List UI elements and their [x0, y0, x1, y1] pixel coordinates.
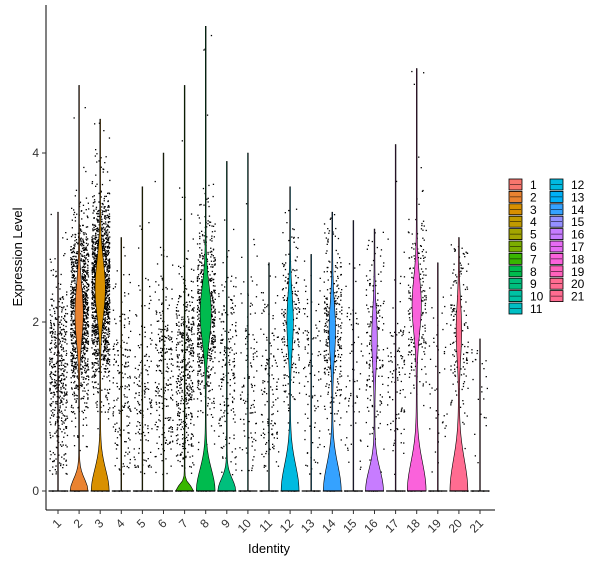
y-tick-label: 2 [32, 315, 39, 329]
x-tick-label: 2 [71, 516, 86, 531]
violin-19 [437, 262, 439, 492]
y-tick-label: 4 [32, 146, 39, 160]
points-1 [49, 213, 69, 492]
legend-item-15: 15 [549, 215, 585, 229]
violin-1 [57, 211, 59, 492]
violins-layer [48, 25, 490, 492]
legend-item-20: 20 [549, 277, 585, 291]
legend-item-5: 5 [508, 228, 537, 242]
legend-item-17: 17 [549, 240, 585, 254]
x-tick-label: 5 [134, 516, 149, 531]
x-tick-label: 6 [155, 516, 170, 531]
x-tick-label: 1 [49, 516, 64, 531]
points-17 [386, 180, 406, 492]
violin-8 [195, 25, 216, 492]
violin-7 [175, 85, 195, 492]
x-tick-label: 16 [361, 516, 381, 536]
x-tick-label: 11 [256, 516, 275, 535]
x-tick-label: 21 [467, 516, 487, 536]
legend-item-3: 3 [508, 203, 537, 217]
x-tick-label: 12 [277, 516, 297, 536]
violin-2 [69, 85, 89, 492]
violin-9 [217, 161, 237, 492]
points-11 [260, 264, 280, 492]
violin-18 [406, 68, 427, 492]
violin-12 [280, 186, 300, 492]
x-tick-label: 19 [425, 516, 445, 536]
legend-item-18: 18 [549, 252, 585, 266]
violin-3 [90, 118, 110, 492]
violin-4 [120, 237, 122, 492]
legend-item-21: 21 [549, 290, 585, 304]
x-tick-label: 4 [113, 516, 128, 531]
violin-20 [449, 237, 469, 492]
x-axis-title: Identity [248, 541, 290, 556]
violin-5 [141, 186, 144, 492]
x-tick-label: 17 [382, 516, 402, 536]
legend-item-14: 14 [549, 203, 585, 217]
legend-item-1: 1 [508, 178, 537, 192]
x-tick-label: 10 [235, 516, 255, 536]
legend-item-2: 2 [508, 190, 537, 204]
legend-item-7: 7 [508, 252, 537, 266]
y-axis-title: Expression Level [10, 207, 25, 306]
legend-item-8: 8 [508, 265, 537, 279]
violin-11 [268, 262, 270, 492]
legend-item-12: 12 [549, 178, 585, 192]
violin-15 [352, 220, 355, 492]
x-tick-label: 18 [403, 516, 423, 536]
legend-item-10: 10 [508, 290, 544, 304]
x-tick-label: 13 [298, 516, 318, 536]
legend-item-11: 11 [508, 302, 543, 316]
x-tick-label: 7 [176, 516, 191, 531]
violin-21 [479, 338, 481, 492]
x-tick-label: 15 [340, 516, 360, 536]
points-5 [133, 222, 153, 492]
points-13 [302, 260, 322, 492]
x-tick-label: 3 [92, 516, 107, 531]
y-tick-label: 0 [32, 484, 39, 498]
points-18 [407, 70, 427, 492]
x-tick-label: 9 [218, 516, 233, 531]
legend-item-16: 16 [549, 228, 585, 242]
legend-item-13: 13 [549, 190, 585, 204]
violin-10 [247, 152, 249, 492]
legend-item-4: 4 [508, 215, 537, 229]
legend-item-6: 6 [508, 240, 537, 254]
violin-17 [394, 144, 397, 492]
x-tick-label: 8 [197, 516, 212, 531]
x-tick-label: 20 [446, 516, 466, 536]
violin-13 [310, 254, 312, 492]
legend-item-19: 19 [549, 265, 585, 279]
violin-14 [323, 211, 342, 492]
legend-item-9: 9 [508, 277, 537, 291]
violin-16 [365, 228, 384, 492]
violin-6 [162, 152, 165, 492]
x-tick-label: 14 [319, 516, 339, 536]
